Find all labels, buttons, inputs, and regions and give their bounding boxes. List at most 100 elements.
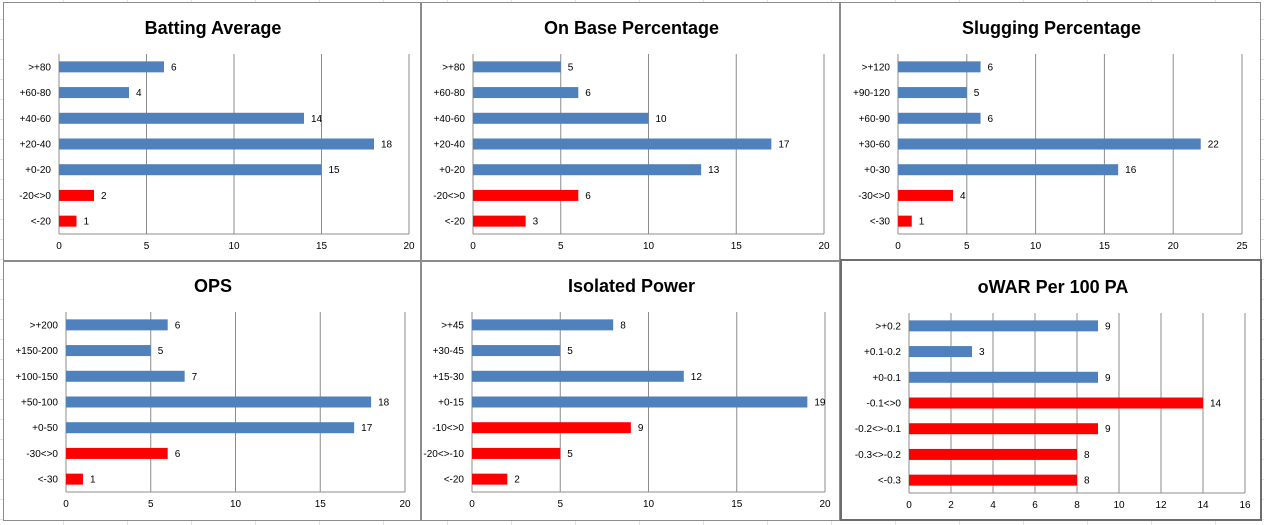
chart-title: Isolated Power (568, 276, 695, 296)
bar-30-0 (66, 447, 168, 459)
data-label: 6 (585, 88, 591, 99)
x-tick-label: 0 (906, 500, 912, 511)
chart-panel-owar-per-100-pa[interactable]: oWAR Per 100 PA 0 2 4 6 8 10 12 14 16 <-0.3 8 -0.3<>… (840, 259, 1262, 521)
category-label: -20<>-10 (423, 449, 464, 460)
category-label: +0-0.1 (872, 373, 901, 384)
data-label: 22 (1208, 140, 1220, 151)
bar-30-45 (472, 345, 561, 357)
chart-panel-slugging-percentage[interactable]: Slugging Percentage 0 5 10 15 20 25 <-30 1 -30<>0… (840, 2, 1261, 261)
bar-20 (59, 215, 77, 227)
x-tick-label: 15 (731, 499, 743, 510)
bar-30 (898, 215, 912, 227)
category-label: +60-80 (20, 88, 52, 99)
bar-40-60 (59, 112, 304, 124)
category-label: +0-20 (25, 165, 51, 176)
bar-0-20 (473, 164, 702, 176)
data-label: 4 (136, 88, 142, 99)
x-tick-label: 10 (1030, 241, 1042, 252)
bar-60-90 (898, 112, 981, 124)
data-label: 6 (175, 320, 181, 331)
chart-panel-ops[interactable]: OPS 0 5 10 15 20 <-30 1 -30<>0 6 +0-50 17 +50-100 18 +… (3, 261, 421, 521)
x-tick-label: 10 (643, 241, 655, 252)
data-label: 15 (329, 165, 341, 176)
chart-panel-batting-average[interactable]: Batting Average 0 5 10 15 20 <-20 1 -20<>0 2 +0-20… (3, 2, 421, 261)
chart-panel-isolated-power[interactable]: Isolated Power 0 5 10 15 20 <-20 2 -20<>-10 5 -10<… (421, 261, 840, 521)
data-label: 5 (568, 62, 574, 73)
category-label: +60-90 (859, 114, 891, 125)
bar-20-40 (59, 138, 374, 150)
bar-90-120 (898, 87, 967, 99)
bar-10-0 (472, 422, 631, 434)
category-label: >+80 (28, 62, 51, 73)
bar-30-0 (898, 189, 954, 201)
category-label: -0.1<>0 (867, 399, 902, 410)
x-tick-label: 20 (818, 241, 830, 252)
bar-120 (898, 61, 981, 73)
chart-title: On Base Percentage (544, 18, 719, 38)
category-label: +0-30 (864, 165, 890, 176)
data-label: 6 (171, 62, 177, 73)
data-label: 5 (567, 449, 573, 460)
x-tick-label: 8 (1074, 500, 1080, 511)
category-label: >+80 (442, 62, 465, 73)
data-label: 18 (381, 140, 393, 151)
category-label: -20<>0 (19, 191, 51, 202)
x-tick-label: 14 (1197, 500, 1209, 511)
data-label: 12 (691, 372, 703, 383)
x-tick-label: 20 (399, 499, 411, 510)
data-label: 6 (585, 191, 591, 202)
category-label: <-20 (444, 475, 465, 486)
bar-80 (59, 61, 164, 73)
data-label: 5 (158, 346, 164, 357)
category-label: +60-80 (434, 88, 466, 99)
bar-0-15 (472, 396, 808, 408)
bar-150-200 (66, 345, 151, 357)
data-label: 2 (101, 191, 107, 202)
category-label: <-0.3 (878, 476, 902, 487)
bar-20 (472, 473, 508, 485)
x-tick-label: 5 (144, 241, 150, 252)
x-tick-label: 5 (148, 499, 154, 510)
chart-title: Batting Average (145, 18, 282, 38)
data-label: 19 (814, 398, 826, 409)
x-tick-label: 15 (731, 241, 743, 252)
data-label: 9 (1105, 321, 1111, 332)
data-label: 5 (974, 88, 980, 99)
category-label: +0-50 (32, 423, 58, 434)
bar-0-3-0-2 (909, 448, 1077, 460)
data-label: 5 (567, 346, 573, 357)
bar-30 (66, 473, 83, 485)
category-label: +150-200 (15, 346, 58, 357)
category-label: +20-40 (434, 140, 466, 151)
bar-0-0-1 (909, 371, 1098, 383)
data-label: 6 (175, 449, 181, 460)
data-label: 8 (1084, 450, 1090, 461)
category-label: +30-45 (433, 346, 465, 357)
category-label: <-30 (38, 475, 59, 486)
category-label: +30-60 (859, 140, 891, 151)
bar-0-2 (909, 320, 1098, 332)
category-label: +20-40 (20, 140, 52, 151)
bar-0-2-0-1 (909, 423, 1098, 435)
bar-45 (472, 319, 614, 331)
data-label: 3 (533, 217, 539, 228)
x-tick-label: 15 (316, 241, 328, 252)
bar-30-60 (898, 138, 1201, 150)
category-label: +40-60 (20, 114, 52, 125)
chart-panel-on-base-percentage[interactable]: On Base Percentage 0 5 10 15 20 <-20 3 -20<>0 6 +0… (421, 2, 840, 261)
data-label: 9 (638, 423, 644, 434)
chart-title: OPS (194, 276, 232, 296)
data-label: 14 (1210, 399, 1222, 410)
data-label: 1 (90, 475, 96, 486)
data-label: 6 (988, 62, 994, 73)
x-tick-label: 10 (1113, 500, 1125, 511)
bar-0-3 (909, 474, 1077, 486)
category-label: +0-15 (438, 398, 464, 409)
x-tick-label: 16 (1239, 500, 1251, 511)
data-label: 7 (192, 372, 198, 383)
category-label: +100-150 (15, 372, 58, 383)
category-label: +90-120 (853, 88, 890, 99)
category-label: -0.2<>-0.1 (855, 424, 902, 435)
data-label: 8 (620, 320, 626, 331)
category-label: >+45 (441, 320, 464, 331)
